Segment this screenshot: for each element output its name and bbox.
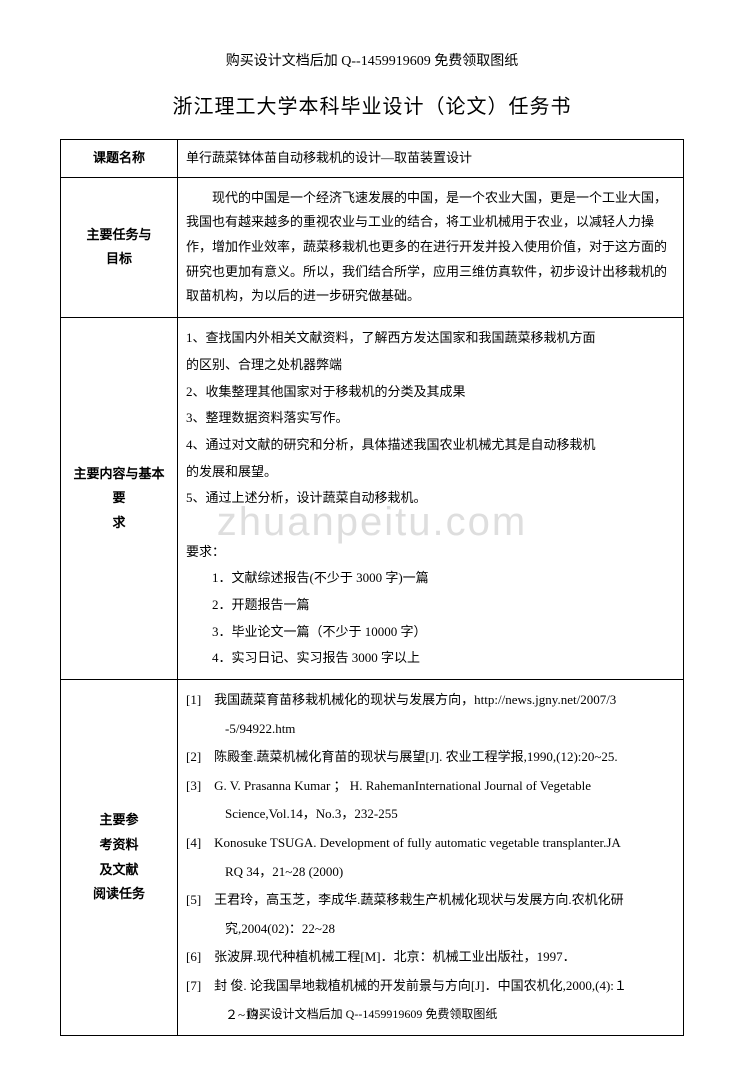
topic-value: 单行蔬菜钵体苗自动移栽机的设计—取苗装置设计 (178, 140, 684, 178)
req-label: 主要内容与基本要 求 (61, 318, 178, 680)
task-content: 现代的中国是一个经济飞速发展的中国，是一个农业大国，更是一个工业大国，我国也有越… (178, 177, 684, 317)
header-text: 购买设计文档后加 Q--1459919609 免费领取图纸 (60, 50, 684, 70)
req-content: 1、查找国内外相关文献资料，了解西方发达国家和我国蔬菜移栽机方面 的区别、合理之… (178, 318, 684, 680)
ref-label: 主要参 考资料 及文献 阅读任务 (61, 680, 178, 1036)
page-title: 浙江理工大学本科毕业设计（论文）任务书 (60, 90, 684, 119)
task-table: 课题名称 单行蔬菜钵体苗自动移栽机的设计—取苗装置设计 主要任务与 目标 现代的… (60, 139, 684, 1036)
footer-text: 购买设计文档后加 Q--1459919609 免费领取图纸 (0, 1005, 744, 1022)
task-label: 主要任务与 目标 (61, 177, 178, 317)
topic-label: 课题名称 (61, 140, 178, 178)
ref-content: [1] 我国蔬菜育苗移栽机械化的现状与发展方向，http://news.jgny… (178, 680, 684, 1036)
